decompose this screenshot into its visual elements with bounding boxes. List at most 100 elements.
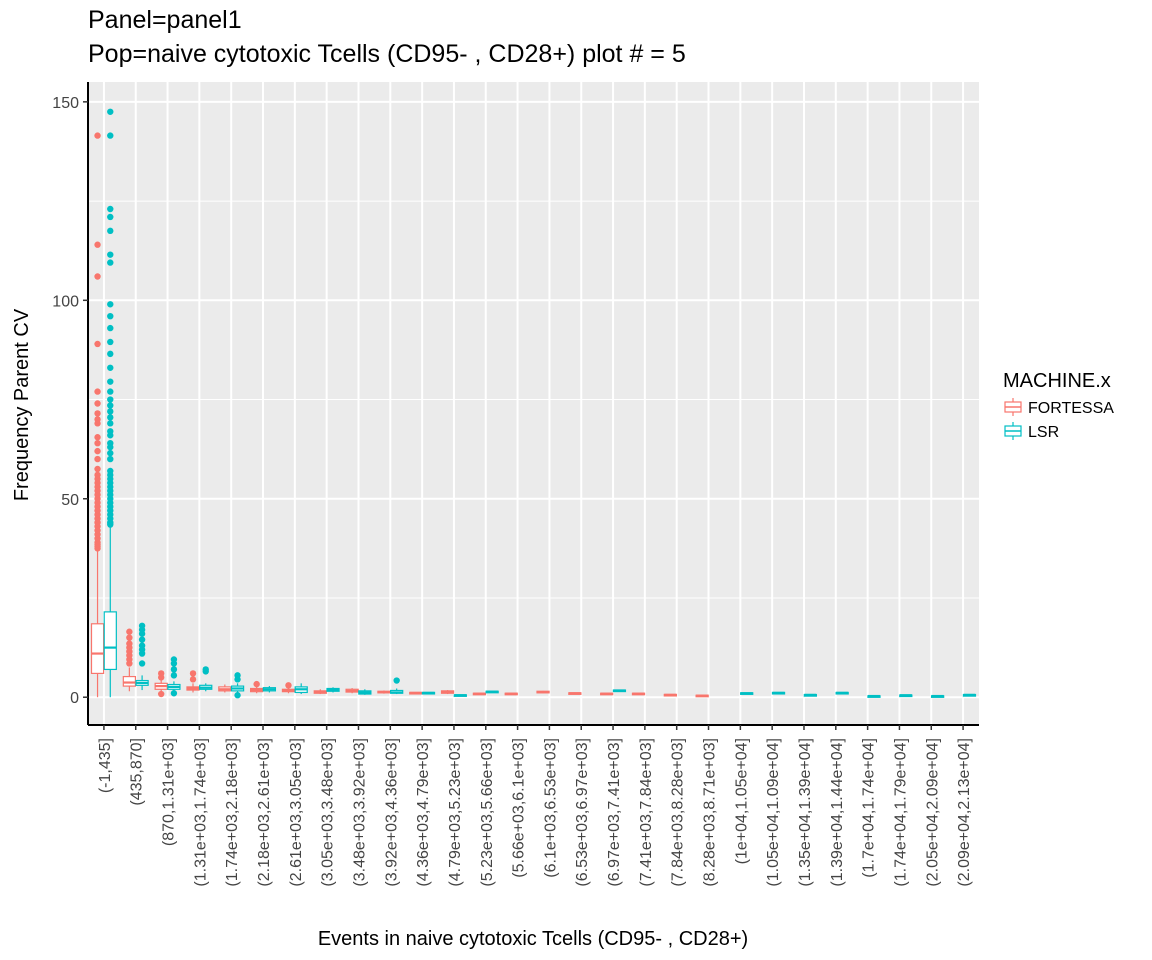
box-lsr: [835, 691, 849, 695]
box-lsr: [803, 693, 817, 697]
box-fortessa: [313, 689, 327, 695]
x-tick-label: (1.74e+03,2.18e+03]: [224, 738, 241, 887]
x-tick-label: (6.53e+03,6.97e+03]: [574, 738, 591, 887]
x-tick-label: (4.79e+03,5.23e+03]: [447, 738, 464, 887]
box-body: [103, 611, 117, 671]
outlier-point: [107, 324, 114, 332]
legend: MACHINE.x FORTESSA LSR: [1003, 370, 1114, 441]
x-tick-label: (1e+04,1.05e+04]: [733, 738, 750, 864]
outlier-point: [393, 677, 400, 684]
outlier-point: [234, 692, 241, 699]
box-lsr: [294, 683, 308, 695]
outlier-point: [202, 666, 209, 673]
outlier-point: [107, 364, 114, 371]
legend-label: LSR: [1028, 424, 1059, 441]
box-fortessa: [218, 684, 232, 693]
x-tick-label: (2.61e+03,3.05e+03]: [288, 738, 305, 887]
outlier-point: [126, 640, 133, 647]
outlier-point: [94, 447, 101, 455]
x-tick-label: (7.84e+03,8.28e+03]: [670, 738, 687, 887]
box-lsr: [199, 666, 213, 692]
outlier-point: [107, 388, 114, 395]
box-fortessa: [504, 692, 518, 696]
outlier-point: [107, 259, 114, 266]
box-lsr: [135, 622, 149, 691]
outlier-point: [107, 338, 114, 346]
box-fortessa: [250, 680, 264, 694]
x-tick-label: (5.66e+03,6.1e+03]: [511, 738, 528, 878]
box-fortessa: [536, 690, 550, 694]
outlier-point: [94, 416, 101, 423]
outlier-point: [126, 634, 133, 641]
outlier-point: [94, 434, 101, 441]
outlier-point: [94, 400, 101, 407]
outlier-point: [170, 690, 178, 697]
outlier-point: [107, 251, 114, 258]
outlier-point: [107, 312, 114, 320]
outlier-point: [107, 108, 114, 115]
x-tick-label: (3.48e+03,3.92e+03]: [351, 738, 368, 887]
box-lsr: [930, 694, 945, 698]
x-tick-label: (7.41e+03,7.84e+03]: [638, 738, 655, 887]
outlier-point: [157, 690, 165, 698]
box-fortessa: [281, 682, 296, 694]
chart-title-line2: Pop=naive cytotoxic Tcells (CD95- , CD28…: [88, 40, 686, 68]
x-tick-label: (1.39e+04,1.44e+04]: [829, 738, 846, 887]
x-tick-label: (2.18e+03,2.61e+03]: [256, 738, 273, 887]
box-lsr: [485, 690, 499, 694]
x-tick-label: (435,870]: [129, 738, 146, 806]
box-fortessa: [409, 691, 423, 695]
box-lsr: [899, 694, 913, 698]
y-axis-title: Frequency Parent CV: [11, 308, 33, 501]
outlier-point: [94, 465, 101, 473]
x-tick-label: (870,1.31e+03]: [161, 738, 178, 846]
outlier-point: [107, 420, 114, 427]
x-tick-label: (1.05e+04,1.09e+04]: [765, 738, 782, 887]
box-fortessa: [154, 670, 168, 698]
outlier-point: [126, 628, 133, 635]
box-body: [122, 675, 137, 687]
box-lsr: [453, 694, 467, 697]
x-tick-label: (-1,435]: [97, 738, 114, 793]
plot-marks: [90, 108, 977, 699]
outlier-point: [107, 301, 114, 308]
axes: 0 50 100 150 (-1,435] (435,870] (870,1.31e+03]…: [52, 82, 979, 887]
x-tick-label: (1.7e+04,1.74e+04]: [861, 738, 878, 878]
box-fortessa: [600, 692, 614, 696]
x-axis-title: Events in naive cytotoxic Tcells (CD95- …: [318, 928, 748, 950]
x-tick-label: (1.35e+04,1.39e+04]: [797, 738, 814, 887]
outlier-point: [189, 670, 197, 677]
outlier-point: [107, 350, 114, 358]
x-tick-label: (8.28e+03,8.71e+03]: [702, 738, 719, 887]
outlier-point: [107, 449, 114, 457]
y-tick-label: 0: [70, 690, 79, 707]
box-lsr: [326, 687, 340, 693]
legend-label: FORTESSA: [1028, 400, 1114, 417]
outlier-point: [94, 388, 101, 395]
outlier-point: [107, 227, 114, 235]
panel-background: [88, 82, 979, 725]
y-tick-label: 150: [52, 95, 79, 112]
outlier-point: [107, 414, 114, 421]
outlier-point: [107, 455, 114, 463]
outlier-point: [107, 402, 114, 409]
outlier-point: [170, 672, 178, 679]
box-fortessa: [377, 690, 391, 694]
outlier-point: [107, 467, 114, 475]
outlier-point: [157, 670, 165, 677]
outlier-point: [107, 428, 114, 435]
box-fortessa: [345, 688, 359, 694]
chart-title-line1: Panel=panel1: [88, 6, 242, 34]
outlier-point: [107, 205, 114, 213]
outlier-point: [94, 273, 101, 280]
outlier-point: [94, 340, 101, 348]
box-lsr: [230, 672, 245, 699]
outlier-point: [138, 660, 146, 667]
box-lsr: [103, 108, 117, 698]
box-lsr: [421, 691, 436, 695]
box-lsr: [167, 656, 181, 697]
outlier-point: [107, 132, 114, 139]
outlier-point: [94, 455, 101, 463]
box-lsr: [962, 693, 977, 697]
box-lsr: [390, 677, 404, 695]
